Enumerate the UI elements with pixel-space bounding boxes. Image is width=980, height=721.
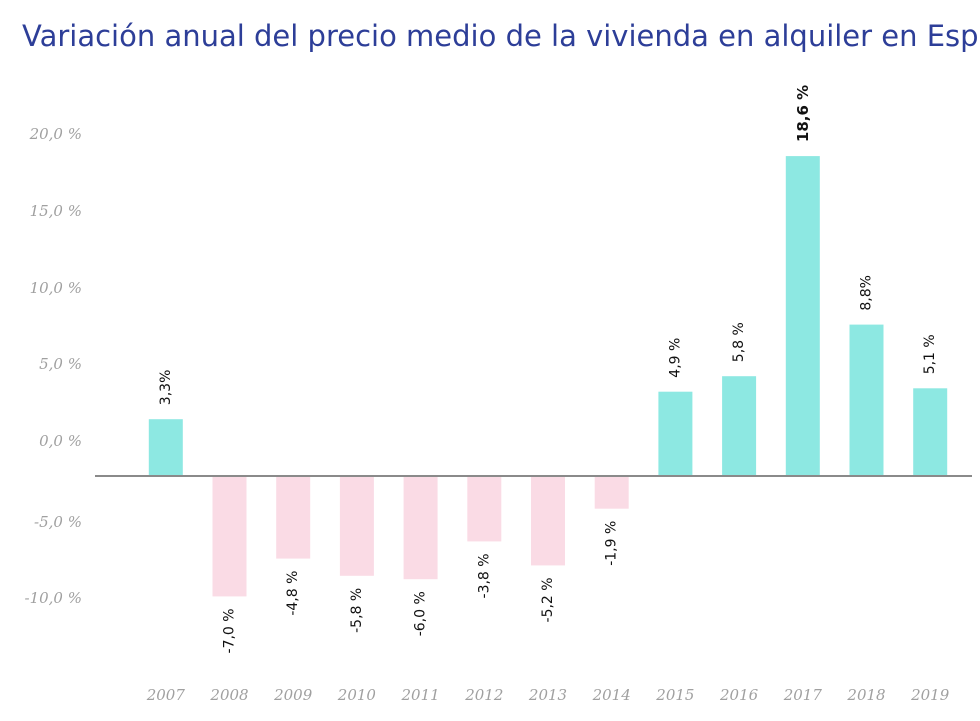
bar-2010 — [339, 476, 374, 576]
bar-2013 — [531, 476, 565, 566]
data-label-2018: 8,8% — [859, 275, 875, 311]
data-label-2010: -5,8 % — [349, 588, 365, 633]
y-tick-label: 5,0 % — [39, 355, 82, 373]
bar-2009 — [276, 476, 311, 559]
bar-2016 — [722, 376, 757, 476]
data-label-2012: -3,8 % — [476, 553, 492, 598]
y-tick-label: 10,0 % — [30, 279, 82, 297]
data-label-2015: 4,9 % — [667, 338, 683, 378]
chart-title: Variación anual del precio medio de la v… — [22, 19, 980, 53]
bar-2017 — [785, 156, 820, 476]
x-tick-label: 2010 — [337, 686, 377, 704]
y-tick-label: -5,0 % — [34, 513, 82, 531]
data-label-2009: -4,8 % — [285, 571, 301, 616]
y-axis-ticks: 20,0 % 15,0 % 10,0 % 5,0 % 0,0 % -5,0 % -10,0 … — [25, 125, 83, 607]
x-tick-label: 2014 — [592, 686, 631, 704]
bars-group — [148, 156, 948, 597]
x-tick-label: 2008 — [209, 686, 248, 704]
x-tick-label: 2018 — [846, 686, 885, 704]
bar-2012 — [467, 476, 502, 542]
bar-2015 — [658, 391, 693, 476]
data-label-2011: -6,0 % — [413, 591, 429, 636]
data-label-2017: 18,6 % — [794, 85, 812, 142]
y-tick-label: -10,0 % — [25, 589, 83, 607]
y-tick-label: 15,0 % — [30, 202, 82, 220]
x-tick-label: 2012 — [464, 686, 503, 704]
x-tick-label: 2011 — [401, 686, 440, 704]
data-label-2019: 5,1 % — [922, 334, 938, 374]
bar-2008 — [212, 476, 247, 597]
x-tick-label: 2015 — [655, 686, 694, 704]
bar-2018 — [849, 324, 884, 476]
x-tick-label: 2007 — [146, 686, 186, 704]
bar-2019 — [913, 388, 948, 476]
bar-2011 — [403, 476, 438, 580]
y-tick-label: 20,0 % — [29, 125, 82, 143]
bar-2014 — [594, 476, 629, 509]
data-label-2008: -7,0 % — [222, 608, 238, 653]
data-label-2014: -1,9 % — [604, 521, 620, 566]
x-tick-label: 2017 — [783, 686, 823, 704]
x-tick-label: 2019 — [910, 686, 950, 704]
data-label-2013: -5,2 % — [540, 577, 556, 622]
data-label-2007: 3,3% — [158, 370, 174, 406]
data-label-2016: 5,8 % — [731, 322, 747, 362]
bar-2007 — [148, 419, 183, 476]
x-tick-label: 2009 — [273, 686, 313, 704]
y-tick-label: 0,0 % — [39, 432, 82, 450]
x-axis-ticks: 2007 2008 2009 2010 2011 2012 2013 2014 2015 2016… — [146, 686, 950, 704]
x-tick-label: 2013 — [528, 686, 567, 704]
x-tick-label: 2016 — [719, 686, 759, 704]
data-labels-group: 3,3% -7,0 % -4,8 % -5,8 % -6,0 % -3,8 % -5,2 %… — [158, 85, 938, 654]
